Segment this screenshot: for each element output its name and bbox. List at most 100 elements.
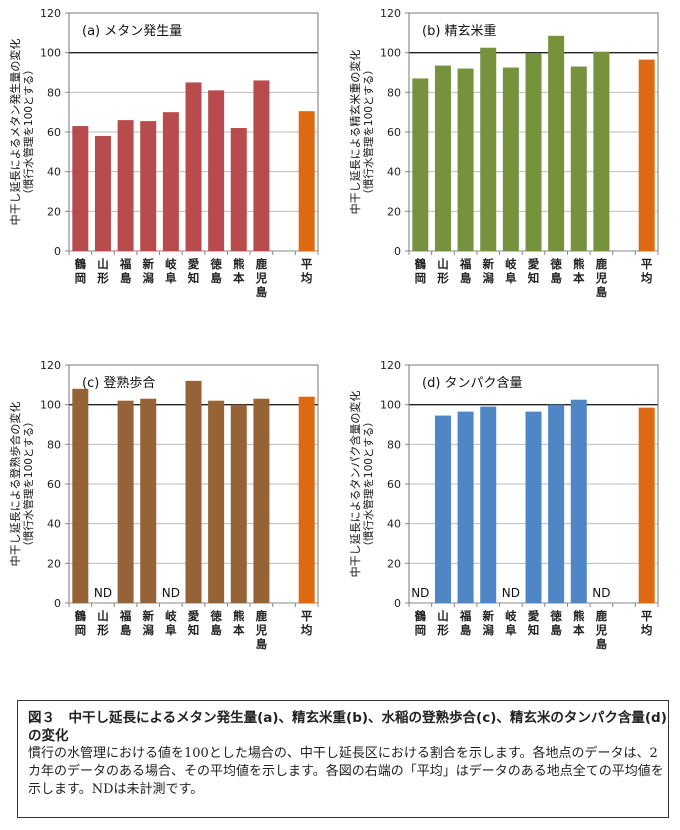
bar-2 — [434, 65, 451, 251]
y-axis-title: 中干し延長による登熟歩合の変化 — [8, 402, 22, 567]
x-tick-label: 鶴岡 — [415, 609, 427, 637]
y-axis-title: 中干し延長によるメタン発生量の変化 — [8, 39, 22, 226]
x-tick-label: 福島 — [459, 609, 472, 637]
chart-title: (a) メタン発生量 — [82, 24, 182, 39]
y-tick-label: 80 — [47, 438, 61, 451]
y-tick-label: 20 — [387, 557, 401, 570]
bar-8 — [230, 128, 247, 251]
x-tick-label: 山形 — [97, 609, 109, 637]
x-tick-label: 愛知 — [527, 609, 540, 637]
bar-4 — [140, 121, 157, 251]
x-tick-label: 徳島 — [209, 609, 222, 637]
bar-3 — [457, 411, 474, 603]
bar-8 — [570, 399, 587, 603]
x-tick-label: 熊本 — [233, 609, 245, 637]
y-tick-label: 120 — [380, 359, 401, 372]
x-tick-label: 鶴岡 — [415, 257, 427, 285]
bar-5 — [162, 112, 179, 252]
x-tick-label: 平均 — [641, 609, 653, 637]
x-tick-label: 新潟 — [482, 609, 494, 637]
y-tick-label: 120 — [40, 7, 61, 20]
bar-7 — [208, 90, 225, 251]
x-tick-label: 熊本 — [573, 609, 585, 637]
x-tick-label: 福島 — [459, 257, 472, 285]
bar-7 — [548, 404, 565, 603]
bar-6 — [185, 380, 202, 603]
figure-caption: 図３ 中干し延長によるメタン発生量(a)、精玄米重(b)、水稲の登熟歩合(c)、… — [17, 700, 669, 818]
bar-3 — [117, 120, 134, 251]
y-tick-label: 100 — [380, 399, 401, 412]
y-tick-label: 80 — [387, 438, 401, 451]
x-tick-label: 平均 — [301, 257, 313, 285]
bar-4 — [140, 398, 157, 603]
x-tick-label: 福島 — [119, 257, 132, 285]
bar-9 — [593, 51, 610, 251]
bar-4 — [480, 47, 497, 252]
y-tick-label: 40 — [47, 166, 61, 179]
x-tick-label: 徳島 — [549, 609, 562, 637]
missing-data-label: ND — [162, 586, 180, 600]
y-axis-subtitle: （慣行水管理を100とする） — [22, 416, 35, 551]
y-tick-label: 40 — [47, 518, 61, 531]
chart-a-svg: 0 20 40 60 80 100 120 (a) メタン発生量鶴岡山形福島新潟岐阜愛知徳島熊… — [8, 7, 319, 299]
y-tick-label: 40 — [387, 166, 401, 179]
bar-5 — [502, 67, 519, 252]
bar-8 — [570, 66, 587, 251]
bar-1 — [72, 126, 89, 251]
chart-title: (c) 登熟歩合 — [82, 375, 155, 391]
x-tick-label: 福島 — [119, 609, 132, 637]
x-tick-label: 熊本 — [573, 257, 585, 285]
y-tick-label: 60 — [387, 478, 401, 491]
missing-data-label: ND — [592, 586, 610, 600]
bar-2 — [94, 135, 111, 251]
bar-6 — [185, 82, 202, 252]
bar-7 — [208, 400, 225, 603]
x-tick-label: 山形 — [437, 609, 449, 637]
bar-9 — [253, 80, 270, 251]
x-tick-label: 鶴岡 — [75, 609, 87, 637]
x-tick-label: 鶴岡 — [75, 257, 87, 285]
x-tick-label: 鹿児島 — [595, 257, 608, 299]
y-tick-label: 120 — [40, 359, 61, 372]
y-axis-title: 中干し延長によるタンパク含量の変化 — [348, 391, 362, 578]
y-tick-label: 100 — [40, 399, 61, 412]
y-tick-label: 0 — [54, 597, 61, 610]
caption-body: 慣行の水管理における値を100とした場合の、中干し延長区における割合を示します。… — [28, 746, 664, 797]
y-tick-label: 120 — [380, 7, 401, 20]
x-tick-label: 熊本 — [233, 257, 245, 285]
chart-a-methane: 0 20 40 60 80 100 120 (a) メタン発生量 鶴岡 山形 福島 新潟 岐阜 愛知 徳島熊… — [0, 0, 340, 340]
y-tick-label: 60 — [47, 478, 61, 491]
x-tick-label: 鹿児島 — [255, 609, 268, 651]
y-tick-label: 60 — [387, 126, 401, 139]
y-tick-label: 0 — [394, 597, 401, 610]
y-tick-label: 40 — [387, 518, 401, 531]
x-tick-label: 山形 — [97, 257, 109, 285]
chart-c-ripening-ratio: 0 20 40 60 80 100 120 (c) 登熟歩合 鶴岡 ND 山形 福島 新潟 ND 岐阜 愛知徳… — [0, 352, 340, 692]
y-tick-label: 100 — [40, 47, 61, 60]
x-tick-label: 愛知 — [187, 257, 200, 285]
x-tick-label: 岐阜 — [165, 609, 177, 637]
bar-6 — [525, 53, 542, 252]
bar-3 — [457, 68, 474, 252]
y-tick-label: 20 — [47, 205, 61, 218]
bar-2 — [434, 415, 451, 603]
caption-title: 図３ 中干し延長によるメタン発生量(a)、精玄米重(b)、水稲の登熟歩合(c)、… — [28, 710, 667, 744]
x-tick-label: 愛知 — [527, 257, 540, 285]
y-tick-label: 100 — [380, 47, 401, 60]
x-tick-label: 鹿児島 — [595, 609, 608, 651]
missing-data-label: ND — [94, 586, 112, 600]
bar-4 — [480, 406, 497, 603]
y-axis-subtitle: （慣行水管理を100とする） — [362, 64, 375, 199]
bar-9 — [253, 398, 270, 603]
bar-3 — [117, 400, 134, 603]
x-tick-label: 平均 — [641, 257, 653, 285]
y-tick-label: 60 — [47, 126, 61, 139]
x-tick-label: 岐阜 — [165, 257, 177, 285]
x-tick-label: 岐阜 — [505, 609, 517, 637]
y-tick-label: 20 — [387, 205, 401, 218]
bar-average — [638, 59, 655, 251]
y-tick-label: 80 — [47, 86, 61, 99]
bar-7 — [548, 35, 565, 251]
chart-b-brown-rice-weight: 0 20 40 60 80 100 120 (b) 精玄米重 鶴岡 山形 福島 新潟 岐阜 愛知 徳島 熊本鹿… — [340, 0, 680, 340]
